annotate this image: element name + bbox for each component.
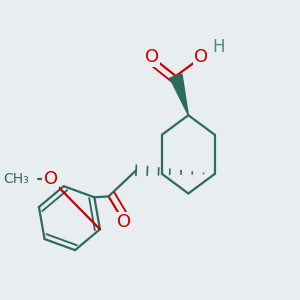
Text: O: O: [194, 48, 208, 66]
Text: H: H: [212, 38, 225, 56]
Text: O: O: [145, 48, 159, 66]
Text: O: O: [118, 213, 132, 231]
Text: O: O: [44, 170, 58, 188]
Polygon shape: [170, 74, 188, 115]
Text: CH₃: CH₃: [3, 172, 29, 186]
